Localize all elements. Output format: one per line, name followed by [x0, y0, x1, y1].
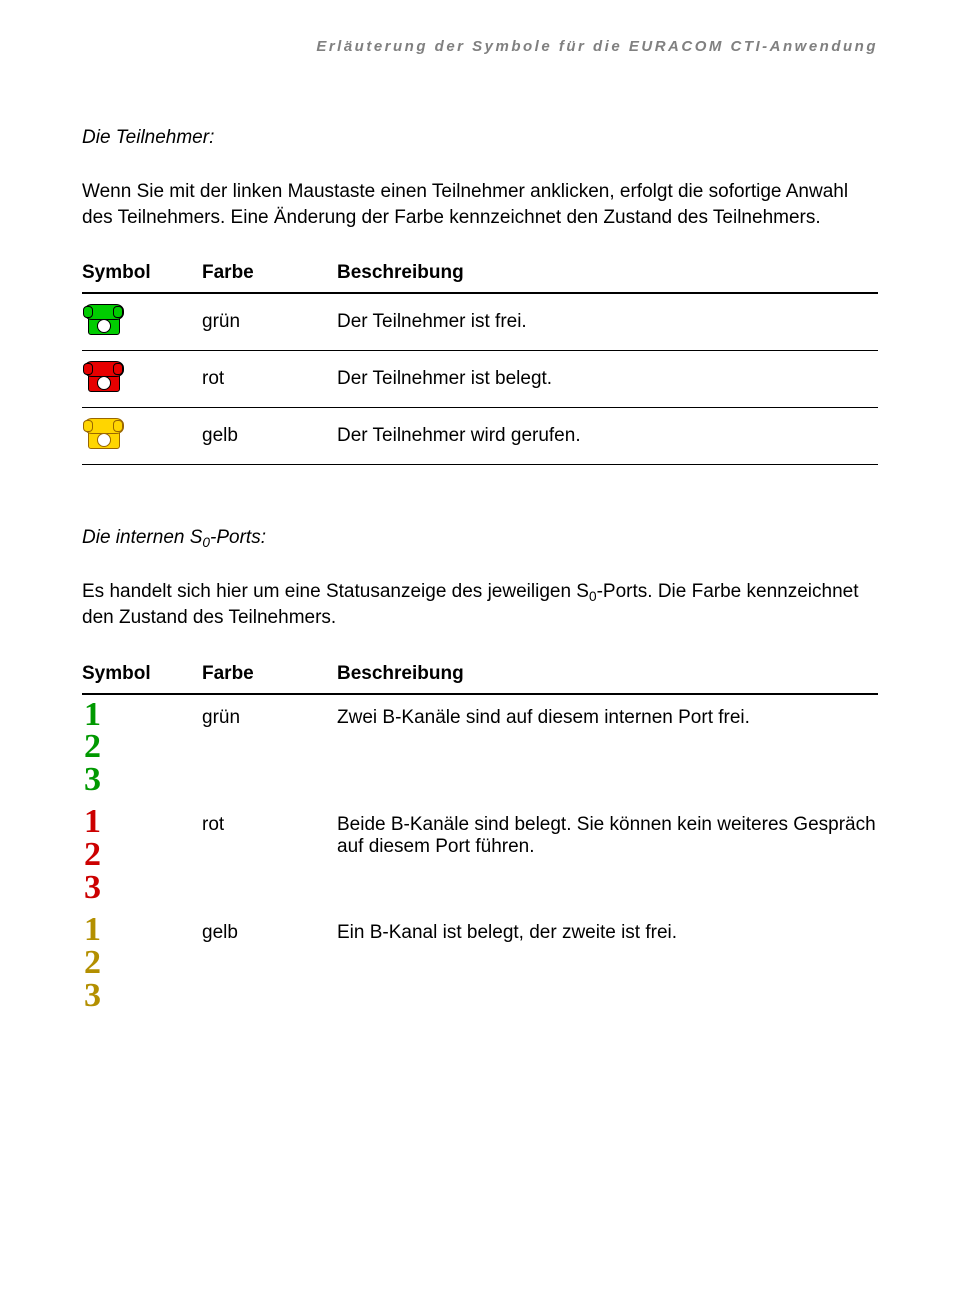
farbe-cell: grün: [202, 695, 337, 803]
section2-title: Die internen S0-Ports:: [82, 527, 878, 549]
port-number-stack: 123: [82, 802, 202, 910]
section2-para: Es handelt sich hier um eine Statusanzei…: [82, 579, 878, 630]
th-farbe: Farbe: [202, 663, 337, 693]
desc-cell: Der Teilnehmer ist frei.: [337, 294, 878, 350]
farbe-cell: rot: [202, 351, 337, 407]
table-row: gelbDer Teilnehmer wird gerufen.: [82, 408, 878, 464]
th-symbol: Symbol: [82, 262, 202, 292]
table-row: 123grünZwei B-Kanäle sind auf diesem int…: [82, 695, 878, 803]
phone-icon: [84, 418, 122, 448]
section1-para: Wenn Sie mit der linken Maustaste einen …: [82, 179, 878, 230]
page-header: Erläuterung der Symbole für die EURACOM …: [82, 38, 878, 55]
table-row: grünDer Teilnehmer ist frei.: [82, 294, 878, 350]
desc-cell: Der Teilnehmer wird gerufen.: [337, 408, 878, 464]
port-number-stack: 123: [82, 695, 202, 803]
phone-icon: [84, 304, 122, 334]
th-desc: Beschreibung: [337, 262, 878, 292]
teilnehmer-table: Symbol Farbe Beschreibung grünDer Teilne…: [82, 262, 878, 465]
section1-title: Die Teilnehmer:: [82, 127, 878, 149]
th-symbol: Symbol: [82, 663, 202, 693]
desc-cell: Der Teilnehmer ist belegt.: [337, 351, 878, 407]
farbe-cell: gelb: [202, 910, 337, 1018]
port-number-stack: 123: [82, 910, 202, 1018]
th-desc: Beschreibung: [337, 663, 878, 693]
desc-cell: Beide B-Kanäle sind belegt. Sie können k…: [337, 802, 878, 910]
desc-cell: Zwei B-Kanäle sind auf diesem internen P…: [337, 695, 878, 803]
desc-cell: Ein B-Kanal ist belegt, der zweite ist f…: [337, 910, 878, 1018]
farbe-cell: rot: [202, 802, 337, 910]
table-row: rotDer Teilnehmer ist belegt.: [82, 351, 878, 407]
ports-table: Symbol Farbe Beschreibung 123grünZwei B-…: [82, 663, 878, 1019]
farbe-cell: gelb: [202, 408, 337, 464]
th-farbe: Farbe: [202, 262, 337, 292]
phone-icon: [84, 361, 122, 391]
table-row: 123gelbEin B-Kanal ist belegt, der zweit…: [82, 910, 878, 1018]
table-row: 123rotBeide B-Kanäle sind belegt. Sie kö…: [82, 802, 878, 910]
farbe-cell: grün: [202, 294, 337, 350]
